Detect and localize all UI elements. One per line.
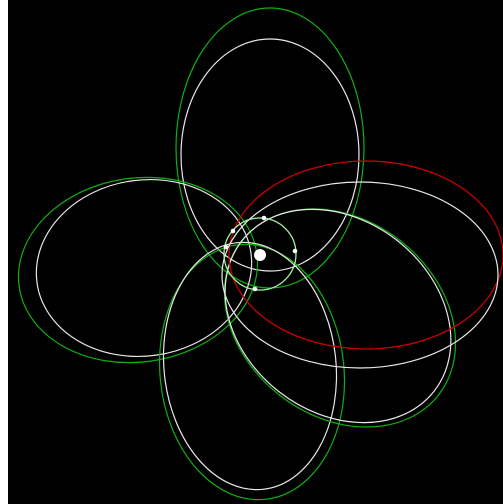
- small-body-top: [261, 215, 267, 221]
- small-body-bottom: [252, 286, 258, 292]
- orbit-bottom-white: [162, 241, 338, 491]
- small-body-left: [223, 244, 229, 250]
- orbit-right-red-ellipse: [228, 160, 503, 350]
- inner-orbit: [223, 217, 297, 291]
- orbit-right-white: [221, 181, 499, 369]
- orbit-top-green: [175, 7, 365, 289]
- orbit-lower-right-white: [224, 208, 452, 424]
- orbit-top: [175, 7, 365, 289]
- small-body-upper-left: [230, 228, 236, 234]
- central-star-body: [254, 249, 266, 261]
- orbit-right-red: [221, 160, 503, 369]
- central-star: [254, 249, 266, 261]
- small-body-right: [292, 248, 298, 254]
- orbit-left-white: [35, 178, 253, 358]
- orbit-top-white: [180, 38, 360, 272]
- orbit-lower-right: [223, 208, 457, 428]
- small-bodies: [223, 215, 298, 292]
